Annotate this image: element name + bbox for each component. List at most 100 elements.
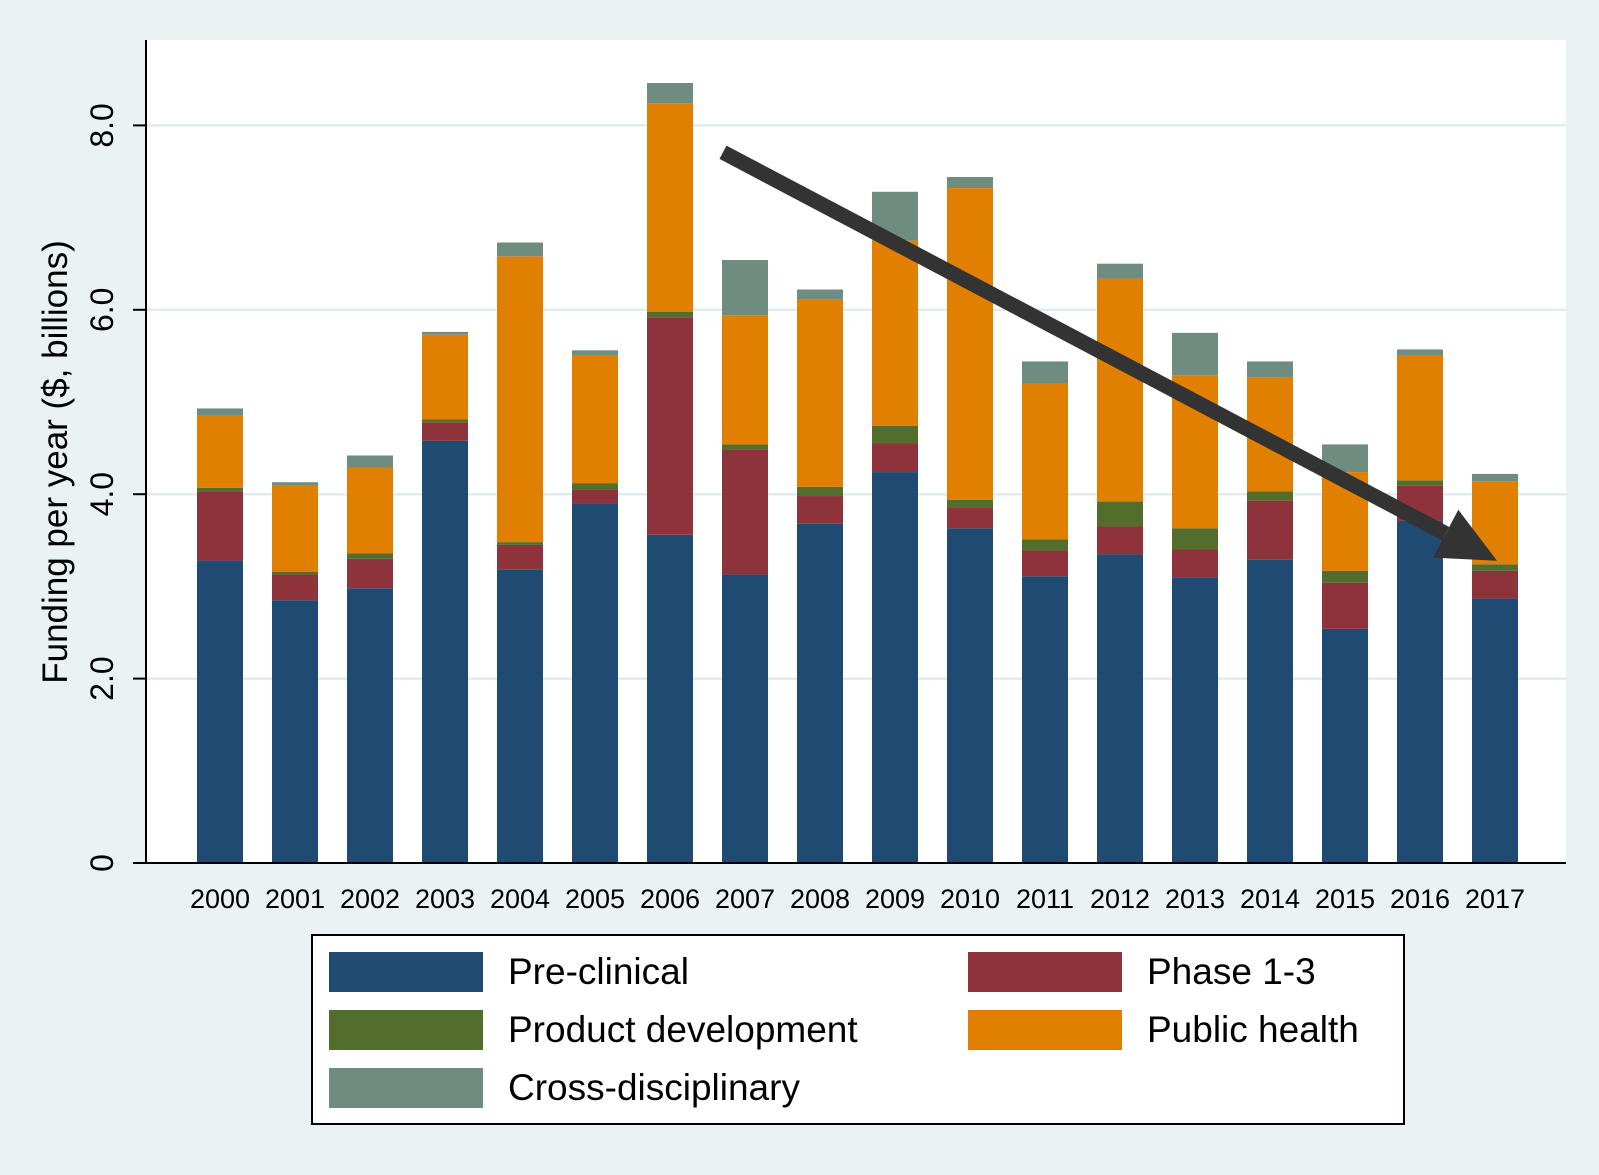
bar-segment-public-health xyxy=(197,415,243,488)
x-tick-label: 2012 xyxy=(1090,884,1150,914)
bar-segment-cross-disciplinary xyxy=(272,482,318,485)
bar-segment-cross-disciplinary xyxy=(797,289,843,300)
bar-segment-public-health xyxy=(497,256,543,543)
bar-segment-product-development xyxy=(947,499,993,509)
x-tick-label: 2007 xyxy=(715,884,775,914)
bar-segment-cross-disciplinary xyxy=(1397,349,1443,355)
bar-segment-phase-1-3 xyxy=(1022,550,1068,577)
y-tick-label: 2.0 xyxy=(84,656,120,700)
bar-segment-pre-clinical xyxy=(572,503,618,863)
bar-segment-pre-clinical xyxy=(797,523,843,863)
y-tick-label: 0 xyxy=(84,854,120,872)
bar-segment-pre-clinical xyxy=(1472,598,1518,863)
x-tick-label: 2009 xyxy=(865,884,925,914)
bar-segment-public-health xyxy=(722,315,768,445)
bar-segment-product-development xyxy=(1322,570,1368,583)
bar-segment-pre-clinical xyxy=(347,588,393,863)
x-tick-label: 2004 xyxy=(490,884,550,914)
bar-segment-public-health xyxy=(422,334,468,420)
legend-swatch xyxy=(329,1068,483,1108)
bar-segment-product-development xyxy=(422,419,468,423)
bar-segment-pre-clinical xyxy=(272,600,318,863)
y-tick-label: 4.0 xyxy=(84,472,120,516)
x-tick-label: 2006 xyxy=(640,884,700,914)
bar-segment-phase-1-3 xyxy=(647,317,693,535)
bar-segment-public-health xyxy=(572,354,618,484)
bar-segment-cross-disciplinary xyxy=(347,455,393,468)
bar-segment-cross-disciplinary xyxy=(1097,263,1143,279)
bar-segment-phase-1-3 xyxy=(797,496,843,524)
bar-segment-cross-disciplinary xyxy=(647,82,693,104)
bar-segment-product-development xyxy=(497,542,543,545)
bar-segment-cross-disciplinary xyxy=(422,331,468,335)
legend-label: Phase 1-3 xyxy=(1147,951,1316,992)
bar-segment-public-health xyxy=(647,103,693,312)
bar-segment-product-development xyxy=(722,444,768,450)
legend-swatch xyxy=(968,952,1122,992)
x-tick-label: 2016 xyxy=(1390,884,1450,914)
bar-segment-product-development xyxy=(197,487,243,492)
bar-segment-product-development xyxy=(1472,564,1518,571)
bar-segment-product-development xyxy=(272,571,318,575)
bar-segment-phase-1-3 xyxy=(1472,570,1518,599)
legend: Pre-clinical Phase 1-3 Product development… xyxy=(311,934,1405,1125)
legend-label: Pre-clinical xyxy=(508,951,689,992)
bar-segment-pre-clinical xyxy=(947,528,993,863)
trend-arrow xyxy=(719,145,1497,561)
bar-segment-product-development xyxy=(647,311,693,318)
bar-segment-product-development xyxy=(872,425,918,444)
bar-segment-public-health xyxy=(1097,278,1143,502)
bar-segment-pre-clinical xyxy=(1022,576,1068,863)
y-axis-ticks: 0 2.0 4.0 6.0 8.0 xyxy=(84,103,146,872)
legend-swatch xyxy=(329,1010,483,1050)
bar-segment-product-development xyxy=(572,483,618,490)
bar-segment-pre-clinical xyxy=(1097,554,1143,863)
legend-box xyxy=(311,934,1405,1125)
x-tick-label: 2002 xyxy=(340,884,400,914)
bar-segment-phase-1-3 xyxy=(1322,582,1368,629)
bar-segment-phase-1-3 xyxy=(422,422,468,441)
bar-segment-public-health xyxy=(1397,354,1443,481)
bar-segment-product-development xyxy=(797,486,843,497)
x-tick-label: 2017 xyxy=(1465,884,1525,914)
bar-segment-product-development xyxy=(1022,539,1068,551)
bar-segment-public-health xyxy=(1022,383,1068,540)
bar-segment-public-health xyxy=(872,240,918,426)
bars xyxy=(197,82,1518,863)
bar-segment-phase-1-3 xyxy=(1247,500,1293,560)
bar-segment-public-health xyxy=(272,484,318,572)
legend-label: Product development xyxy=(508,1009,858,1050)
bar-segment-product-development xyxy=(1397,480,1443,486)
bar-segment-public-health xyxy=(797,299,843,487)
legend-label: Public health xyxy=(1147,1009,1359,1050)
x-tick-label: 2011 xyxy=(1016,884,1074,914)
legend-swatch xyxy=(968,1010,1122,1050)
bar-segment-cross-disciplinary xyxy=(572,350,618,355)
bar-segment-phase-1-3 xyxy=(197,491,243,561)
x-tick-label: 2010 xyxy=(940,884,1000,914)
y-axis-title: Funding per year ($, billions) xyxy=(36,240,75,684)
bar-segment-public-health xyxy=(347,467,393,554)
legend-label: Cross-disciplinary xyxy=(508,1067,800,1108)
bar-segment-phase-1-3 xyxy=(347,558,393,589)
bar-segment-pre-clinical xyxy=(1247,559,1293,863)
bar-segment-phase-1-3 xyxy=(947,508,993,529)
x-tick-label: 2008 xyxy=(790,884,850,914)
bar-segment-phase-1-3 xyxy=(722,449,768,575)
bar-segment-pre-clinical xyxy=(647,534,693,863)
bar-segment-product-development xyxy=(1172,528,1218,550)
x-tick-label: 2005 xyxy=(565,884,625,914)
x-tick-label: 2013 xyxy=(1165,884,1225,914)
bar-segment-cross-disciplinary xyxy=(1472,473,1518,482)
x-tick-label: 2001 xyxy=(265,884,325,914)
bar-segment-cross-disciplinary xyxy=(1172,332,1218,376)
bar-segment-pre-clinical xyxy=(872,472,918,863)
trend-arrow-head xyxy=(1433,509,1497,561)
bar-segment-cross-disciplinary xyxy=(947,177,993,189)
y-tick-label: 8.0 xyxy=(84,103,120,147)
x-tick-label: 2015 xyxy=(1315,884,1375,914)
bar-segment-product-development xyxy=(1097,501,1143,527)
bar-segment-cross-disciplinary xyxy=(722,260,768,316)
bar-segment-pre-clinical xyxy=(722,574,768,863)
